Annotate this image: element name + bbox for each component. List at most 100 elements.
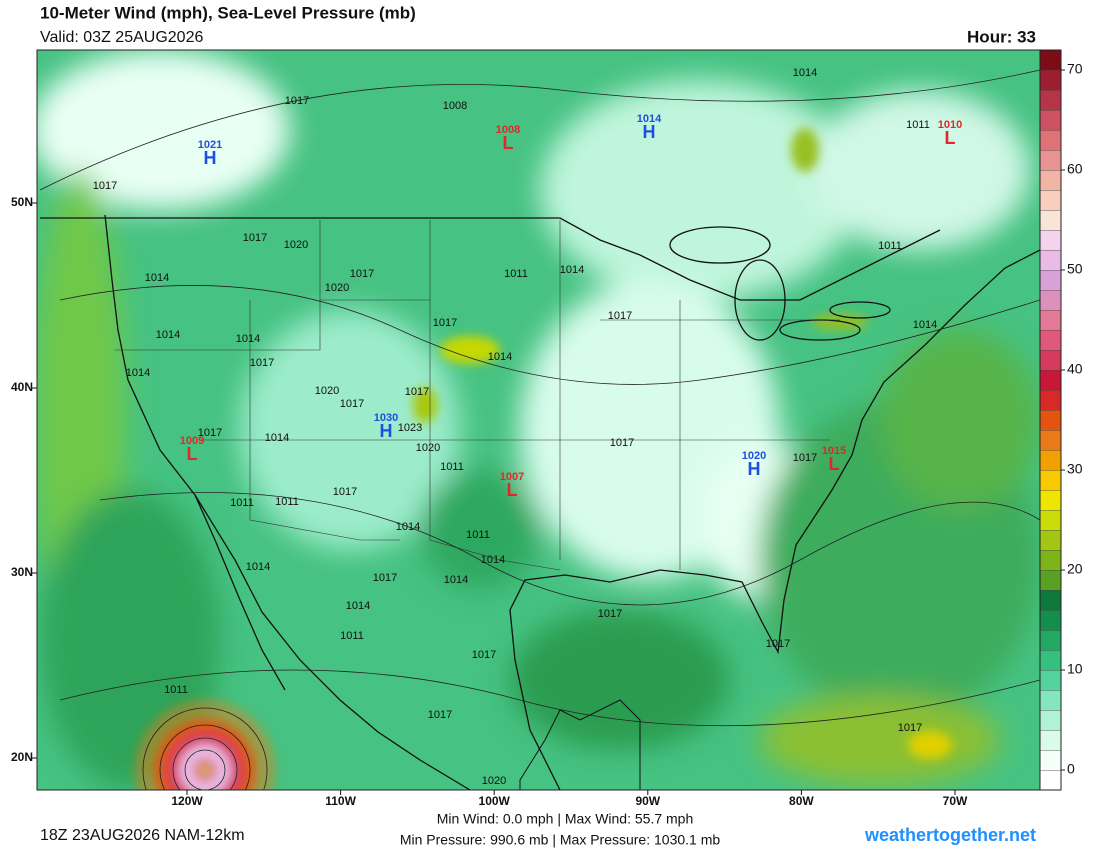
colorbar-label: 20 [1067,561,1083,577]
center-letter: H [380,421,393,441]
center-pressure: 1008 [496,124,520,136]
isobar-label: 1014 [126,367,150,379]
center-letter: H [643,122,656,142]
isobar-label: 1017 [243,232,267,244]
isobar-label: 1017 [766,638,790,650]
isobar-label: 1011 [906,119,930,131]
isobar-label: 1017 [93,180,117,192]
isobar-label: 1017 [898,722,922,734]
lon-label: 80W [789,794,814,808]
lon-label: 100W [479,794,511,808]
colorbar-segment [1039,629,1062,651]
isobar-label: 1014 [560,264,584,276]
isobar-labels: 1017 1008 1014 1017 1017 1020 1011 1014 … [93,67,937,787]
isobar-label: 1023 [398,422,422,434]
isobar-label: 1011 [164,684,188,696]
colorbar-segment [1039,289,1062,311]
isobar-label: 1014 [156,329,180,341]
colorbar-label: 70 [1067,61,1083,77]
isobar-label: 1014 [481,554,505,566]
colorbar-segment [1039,69,1062,91]
isobar-label: 1020 [284,239,308,251]
colorbar-segment [1039,489,1062,511]
isobar-label: 1017 [250,357,274,369]
colorbar-segment [1039,309,1062,331]
colorbar-segment [1039,89,1062,111]
model-run: 18Z 23AUG2026 NAM-12km [40,827,245,844]
lat-label: 30N [11,565,33,579]
map [37,50,1040,790]
isobar-label: 1014 [793,67,817,79]
lat-label: 40N [11,380,33,394]
lon-label: 70W [943,794,968,808]
colorbar: 0 10 20 30 40 50 60 70 [1039,49,1083,791]
center-letter: H [748,459,761,479]
isobar-label: 1017 [340,398,364,410]
isobar-label: 1014 [488,351,512,363]
center-pressure: 1020 [742,450,766,462]
isobar-label: 1011 [230,497,254,509]
isobar-label: 1017 [793,452,817,464]
title: 10-Meter Wind (mph), Sea-Level Pressure … [40,3,416,22]
colorbar-segment [1039,649,1062,671]
site-link[interactable]: weathertogether.net [864,825,1036,845]
isobar-label: 1014 [346,600,370,612]
isobar-label: 1020 [416,442,440,454]
colorbar-segment [1039,109,1062,131]
colorbar-label: 30 [1067,461,1083,477]
center-letter: H [204,148,217,168]
isobar-label: 1020 [482,775,506,787]
colorbar-segment [1039,769,1062,791]
colorbar-segment [1039,669,1062,691]
forecast-hour: Hour: 33 [967,27,1036,46]
colorbar-segment [1039,189,1062,211]
isobar-label: 1008 [443,100,467,112]
colorbar-segment [1039,549,1062,571]
isobar-label: 1014 [145,272,169,284]
pressure-centers: 1021H1014H1008L1010L1030H1009L1007L1020H… [180,113,962,500]
center-letter: L [945,128,956,148]
lon-label: 120W [171,794,203,808]
isobar-label: 1014 [236,333,260,345]
center-letter: L [507,480,518,500]
colorbar-segment [1039,249,1062,271]
colorbar-segment [1039,709,1062,731]
isobar-label: 1011 [275,496,299,508]
wind-range: Min Wind: 0.0 mph | Max Wind: 55.7 mph [437,811,694,827]
isobar-label: 1017 [405,386,429,398]
colorbar-label: 40 [1067,361,1083,377]
lon-label: 90W [635,794,660,808]
colorbar-label: 10 [1067,661,1083,677]
colorbar-segment [1039,49,1062,71]
colorbar-segment [1039,229,1062,251]
colorbar-segment [1039,529,1062,551]
isobar-label: 1017 [350,268,374,280]
isobar-label: 1017 [472,649,496,661]
center-letter: L [187,444,198,464]
isobar-label: 1020 [315,385,339,397]
isobar-label: 1014 [246,561,270,573]
colorbar-label: 60 [1067,161,1083,177]
isobar-label: 1017 [373,572,397,584]
lon-label: 110W [325,794,356,808]
colorbar-segment [1039,329,1062,351]
colorbar-segment [1039,749,1062,771]
colorbar-segment [1039,149,1062,171]
center-pressure: 1010 [938,119,962,131]
colorbar-segment [1039,449,1062,471]
colorbar-segment [1039,729,1062,751]
isobar-label: 1017 [598,608,622,620]
center-pressure: 1007 [500,471,524,483]
isobar-label: 1011 [504,268,528,280]
pressure-range: Min Pressure: 990.6 mb | Max Pressure: 1… [400,832,721,848]
colorbar-segment [1039,269,1062,291]
isobar-label: 1017 [610,437,634,449]
colorbar-segment [1039,169,1062,191]
colorbar-segment [1039,209,1062,231]
isobar-label: 1014 [265,432,289,444]
colorbar-label: 50 [1067,261,1083,277]
lat-label: 50N [11,195,33,209]
center-pressure: 1009 [180,435,204,447]
isobar-label: 1011 [878,240,902,252]
